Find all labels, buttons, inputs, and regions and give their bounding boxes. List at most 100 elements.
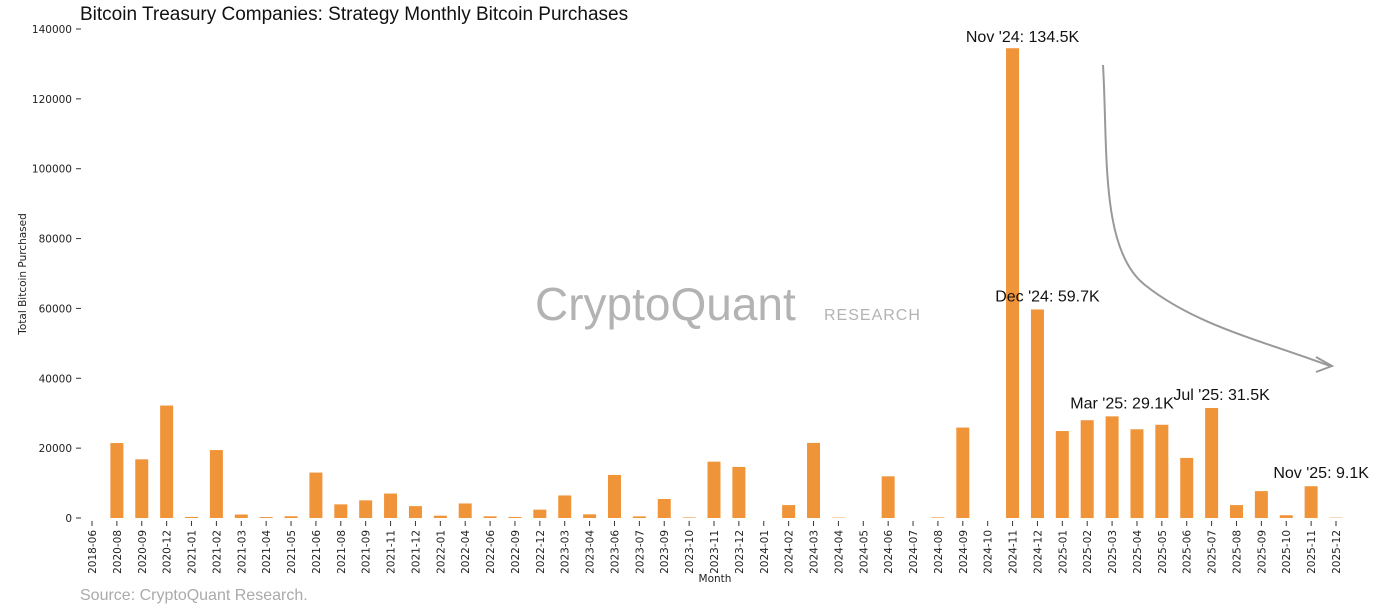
trend-arrow [1102, 64, 1331, 367]
x-tick-label: 2023-03 [560, 530, 572, 574]
bar-2023-04 [583, 514, 597, 518]
bar-2021-01 [185, 516, 199, 518]
bar-2025-09 [1254, 491, 1268, 518]
x-tick-label: 2024-12 [1032, 530, 1044, 574]
x-tick-label: 2022-09 [510, 530, 522, 574]
x-tick-label: 2022-01 [435, 530, 447, 574]
watermark-brand: CryptoQuant [535, 278, 796, 330]
x-tick-label: 2024-03 [809, 530, 821, 574]
bar-2024-09 [956, 427, 970, 518]
bar-2022-09 [508, 516, 522, 518]
y-tick-label: 140000 [32, 24, 72, 36]
bar-2023-07 [632, 516, 646, 518]
bar-2024-12 [1030, 309, 1044, 518]
bar-2021-05 [284, 516, 298, 518]
x-tick-label: 2023-11 [709, 530, 721, 574]
bar-2025-08 [1229, 505, 1243, 518]
bar-2025-07 [1205, 407, 1219, 518]
bar-2022-12 [533, 509, 547, 518]
x-tick-label: 2025-07 [1207, 530, 1219, 574]
bar-2024-11 [1006, 48, 1020, 518]
x-tick-label: 2025-12 [1331, 530, 1343, 574]
x-tick-label: 2021-06 [311, 530, 323, 574]
y-tick-label: 0 [65, 513, 72, 525]
bar-2021-12 [408, 506, 422, 518]
x-tick-label: 2021-01 [187, 530, 199, 574]
bar-2025-10 [1279, 515, 1293, 518]
x-tick-label: 2024-09 [958, 530, 970, 574]
annotation-2025-07: Jul '25: 31.5K [1173, 387, 1270, 404]
annotation-2025-03: Mar '25: 29.1K [1070, 395, 1174, 412]
watermark-sub: RESEARCH [824, 307, 921, 324]
x-tick-label: 2021-04 [261, 530, 273, 574]
x-tick-label: 2024-08 [933, 530, 945, 574]
x-tick-label: 2025-02 [1082, 530, 1094, 574]
x-tick-label: 2025-04 [1132, 530, 1144, 574]
x-tick-label: 2023-10 [684, 530, 696, 574]
bar-2023-12 [732, 466, 746, 518]
x-tick-label: 2023-04 [585, 530, 597, 574]
bar-2021-06 [309, 472, 323, 518]
bar-2020-08 [110, 443, 124, 518]
bar-2023-09 [657, 498, 671, 518]
x-tick-label: 2024-07 [908, 530, 920, 574]
x-tick-label: 2024-06 [883, 530, 895, 574]
x-tick-label: 2021-09 [361, 530, 373, 574]
bar-2023-10 [682, 517, 696, 518]
annotation-2025-11: Nov '25: 9.1K [1273, 465, 1369, 482]
x-tick-label: 2025-08 [1231, 530, 1243, 574]
source-note: Source: CryptoQuant Research. [80, 587, 308, 604]
x-tick-label: 2024-04 [833, 530, 845, 574]
x-tick-label: 2022-04 [460, 530, 472, 574]
bar-2021-09 [359, 500, 373, 518]
bar-2025-02 [1080, 420, 1094, 518]
bar-2024-08 [931, 517, 945, 518]
bar-2021-08 [334, 504, 348, 518]
x-tick-label: 2024-11 [1008, 530, 1020, 574]
x-tick-label: 2024-05 [858, 530, 870, 574]
bar-2023-06 [607, 474, 621, 518]
y-axis-label: Total Bitcoin Purchased [17, 213, 29, 336]
y-tick-label: 40000 [39, 373, 72, 385]
y-tick-label: 20000 [39, 443, 72, 455]
x-tick-label: 2023-07 [634, 530, 646, 574]
bar-2022-04 [458, 503, 472, 518]
y-tick-label: 80000 [39, 234, 72, 246]
arrow-head-icon [1315, 356, 1335, 373]
x-tick-label: 2020-08 [112, 530, 124, 574]
x-tick-label: 2022-06 [485, 530, 497, 574]
bar-2021-02 [209, 450, 223, 518]
x-tick-label: 2023-09 [659, 530, 671, 574]
bar-2022-06 [483, 516, 497, 518]
x-tick-label: 2020-12 [162, 530, 174, 574]
bar-2021-04 [259, 517, 273, 518]
annotation-2024-12: Dec '24: 59.7K [995, 288, 1100, 305]
bar-2025-05 [1155, 424, 1169, 518]
x-axis-label: Month [699, 573, 732, 585]
bar-2025-03 [1105, 416, 1119, 518]
x-tick-label: 2021-08 [336, 530, 348, 574]
x-tick-label: 2024-10 [983, 530, 995, 574]
x-tick-label: 2021-02 [211, 530, 223, 574]
x-tick-label: 2020-09 [137, 530, 149, 574]
chart-title: Bitcoin Treasury Companies: Strategy Mon… [80, 4, 628, 25]
bar-2025-11 [1304, 486, 1318, 518]
bar-2025-01 [1055, 431, 1069, 518]
bar-2023-11 [707, 461, 721, 518]
x-tick-label: 2025-09 [1256, 530, 1268, 574]
x-tick-label: 2025-10 [1281, 530, 1293, 574]
x-tick-label: 2021-11 [386, 530, 398, 574]
y-tick-label: 60000 [39, 303, 72, 315]
x-tick-label: 2018-06 [87, 530, 99, 574]
bar-2020-12 [160, 405, 174, 518]
annotation-2024-11: Nov '24: 134.5K [966, 29, 1080, 46]
bar-2024-03 [807, 442, 821, 518]
x-tick-label: 2025-11 [1306, 530, 1318, 574]
x-tick-label: 2025-03 [1107, 530, 1119, 574]
x-tick-label: 2024-01 [759, 530, 771, 574]
bar-2020-09 [135, 459, 149, 518]
bar-2025-06 [1180, 457, 1194, 518]
y-tick-label: 100000 [32, 164, 72, 176]
